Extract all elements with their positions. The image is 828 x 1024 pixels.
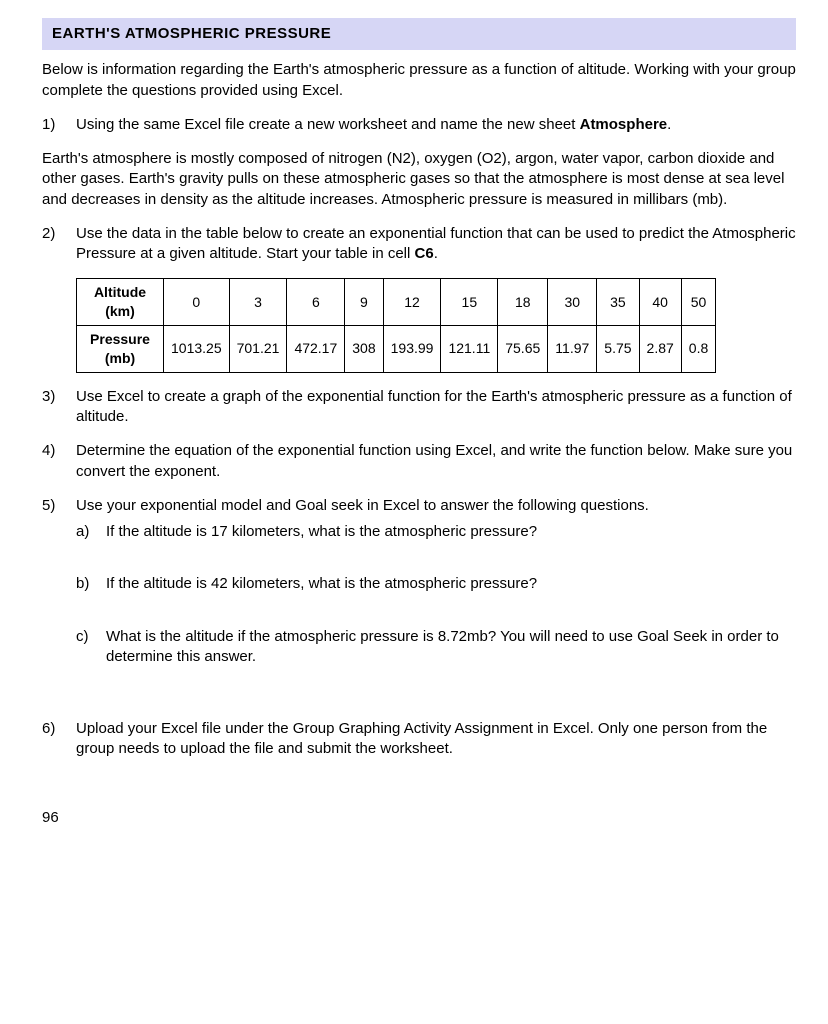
sub-question-list: a) If the altitude is 17 kilometers, wha… <box>76 522 796 667</box>
cell: 11.97 <box>548 326 597 373</box>
question-list-cont: 2) Use the data in the table below to cr… <box>42 224 796 265</box>
cell: 40 <box>639 279 681 326</box>
table-row: Pressure (mb) 1013.25 701.21 472.17 308 … <box>77 326 716 373</box>
q2-text-post: . <box>434 245 438 262</box>
sub-question-c: c) What is the altitude if the atmospher… <box>76 627 796 668</box>
row-header-pressure: Pressure (mb) <box>77 326 164 373</box>
q1-bold: Atmosphere <box>580 116 668 133</box>
question-4: 4) Determine the equation of the exponen… <box>42 441 796 482</box>
sub-letter: c) <box>76 627 106 668</box>
cell: 472.17 <box>287 326 345 373</box>
question-1: 1) Using the same Excel file create a ne… <box>42 115 796 135</box>
question-body: Use Excel to create a graph of the expon… <box>76 387 796 428</box>
cell: 193.99 <box>383 326 441 373</box>
sub-letter: b) <box>76 574 106 594</box>
q5-text: Use your exponential model and Goal seek… <box>76 496 796 516</box>
question-6: 6) Upload your Excel file under the Grou… <box>42 719 796 760</box>
question-number: 1) <box>42 115 76 135</box>
data-table: Altitude (km) 0 3 6 9 12 15 18 30 35 40 … <box>76 278 716 373</box>
cell: 1013.25 <box>164 326 230 373</box>
sub-body: What is the altitude if the atmospheric … <box>106 627 796 668</box>
question-list: 1) Using the same Excel file create a ne… <box>42 115 796 135</box>
cell: 50 <box>681 279 715 326</box>
sub-body: If the altitude is 42 kilometers, what i… <box>106 574 796 594</box>
table-row: Altitude (km) 0 3 6 9 12 15 18 30 35 40 … <box>77 279 716 326</box>
sub-body: If the altitude is 17 kilometers, what i… <box>106 522 796 542</box>
sub-question-b: b) If the altitude is 42 kilometers, wha… <box>76 574 796 594</box>
question-5: 5) Use your exponential model and Goal s… <box>42 496 796 713</box>
q2-bold: C6 <box>415 245 434 262</box>
cell: 18 <box>498 279 548 326</box>
question-number: 4) <box>42 441 76 482</box>
question-2: 2) Use the data in the table below to cr… <box>42 224 796 265</box>
row-header-altitude: Altitude (km) <box>77 279 164 326</box>
cell: 6 <box>287 279 345 326</box>
question-number: 6) <box>42 719 76 760</box>
question-body: Use your exponential model and Goal seek… <box>76 496 796 713</box>
cell: 35 <box>597 279 639 326</box>
q1-text-pre: Using the same Excel file create a new w… <box>76 116 580 133</box>
cell: 2.87 <box>639 326 681 373</box>
sub-letter: a) <box>76 522 106 542</box>
question-3: 3) Use Excel to create a graph of the ex… <box>42 387 796 428</box>
question-body: Using the same Excel file create a new w… <box>76 115 796 135</box>
question-list-cont2: 3) Use Excel to create a graph of the ex… <box>42 387 796 760</box>
question-number: 5) <box>42 496 76 713</box>
cell: 5.75 <box>597 326 639 373</box>
question-body: Determine the equation of the exponentia… <box>76 441 796 482</box>
cell: 308 <box>345 326 383 373</box>
q1-text-post: . <box>667 116 671 133</box>
sub-question-a: a) If the altitude is 17 kilometers, wha… <box>76 522 796 542</box>
page-number: 96 <box>42 808 796 828</box>
cell: 3 <box>229 279 287 326</box>
cell: 75.65 <box>498 326 548 373</box>
cell: 9 <box>345 279 383 326</box>
question-number: 2) <box>42 224 76 265</box>
atmosphere-paragraph: Earth's atmosphere is mostly composed of… <box>42 149 796 210</box>
cell: 121.11 <box>441 326 498 373</box>
cell: 0 <box>164 279 230 326</box>
cell: 701.21 <box>229 326 287 373</box>
question-body: Upload your Excel file under the Group G… <box>76 719 796 760</box>
cell: 30 <box>548 279 597 326</box>
intro-text: Below is information regarding the Earth… <box>42 60 796 101</box>
question-number: 3) <box>42 387 76 428</box>
section-header: EARTH'S ATMOSPHERIC PRESSURE <box>42 18 796 50</box>
question-body: Use the data in the table below to creat… <box>76 224 796 265</box>
cell: 12 <box>383 279 441 326</box>
cell: 15 <box>441 279 498 326</box>
cell: 0.8 <box>681 326 715 373</box>
